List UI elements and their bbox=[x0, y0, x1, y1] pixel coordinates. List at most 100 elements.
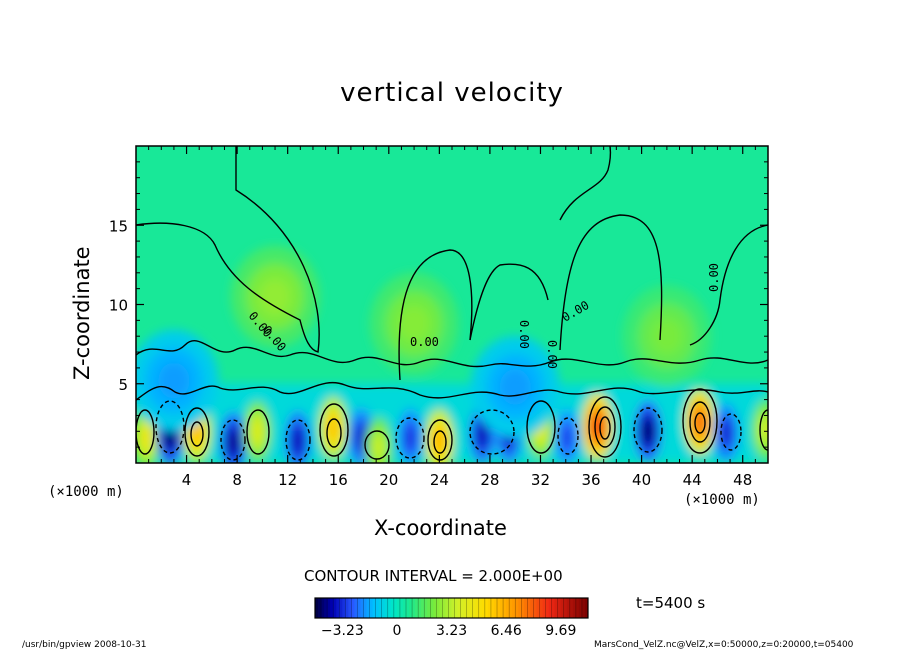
field-cell bbox=[721, 422, 731, 444]
colorbar-segment bbox=[357, 598, 361, 618]
contour-line bbox=[246, 409, 270, 455]
colorbar: −3.23 0 3.23 6.46 9.69 bbox=[314, 597, 589, 639]
colorbar-segment bbox=[433, 598, 437, 618]
time-label: t=5400 s bbox=[636, 594, 706, 612]
field-cell bbox=[405, 427, 415, 448]
contour-line bbox=[364, 430, 390, 460]
colorbar-segment bbox=[427, 598, 431, 618]
x-axis-label: X-coordinate bbox=[374, 516, 507, 540]
colorbar-segment bbox=[351, 598, 355, 618]
colorbar-segment bbox=[330, 598, 334, 618]
colorbar-tick-label: 9.69 bbox=[545, 623, 576, 639]
contour-line bbox=[395, 417, 425, 459]
colorbar-segment bbox=[548, 598, 552, 618]
x-tick-label: 4 bbox=[182, 471, 192, 489]
colorbar-segment bbox=[360, 598, 364, 618]
colorbar-segment bbox=[390, 598, 395, 618]
contour-lines bbox=[136, 146, 768, 461]
colorbar-segment bbox=[539, 598, 543, 618]
colorbar-segment bbox=[378, 598, 383, 618]
colorbar-segment bbox=[484, 598, 489, 618]
colorbar-segment bbox=[466, 598, 471, 618]
contour-line bbox=[559, 146, 612, 221]
colorbar-segment bbox=[315, 598, 319, 618]
colorbar-segment bbox=[566, 598, 571, 618]
colorbar-segment bbox=[393, 598, 398, 618]
contour-line bbox=[190, 421, 204, 447]
colorbar-segment bbox=[406, 598, 410, 618]
colorbar-segment bbox=[481, 598, 486, 618]
colorbar-segment bbox=[381, 598, 386, 618]
x-tick-label: 12 bbox=[278, 471, 297, 489]
colorbar-segment bbox=[445, 598, 449, 618]
contour-line bbox=[689, 401, 711, 443]
contour-line bbox=[720, 413, 742, 451]
colorbar-segment bbox=[421, 598, 425, 618]
colorbar-segment bbox=[336, 598, 340, 618]
colorbar-segment bbox=[575, 598, 580, 618]
colorbar-segment bbox=[399, 598, 404, 618]
colorbar-segment bbox=[366, 598, 370, 618]
field-cell bbox=[328, 417, 339, 440]
field-cell bbox=[434, 429, 445, 452]
colorbar-tick-label: −3.23 bbox=[321, 623, 364, 639]
y-tick-label: 5 bbox=[118, 376, 128, 394]
chart-title: vertical velocity bbox=[340, 78, 564, 108]
contour-line bbox=[433, 430, 447, 454]
field-cell bbox=[158, 362, 190, 399]
contour-label: 0.00 bbox=[707, 263, 721, 292]
colorbar-segment bbox=[463, 598, 468, 618]
colorbar-segment bbox=[396, 598, 401, 618]
field-cell bbox=[259, 278, 291, 315]
colorbar-segment bbox=[530, 598, 534, 618]
colorbar-segment bbox=[415, 598, 419, 618]
contour-line bbox=[694, 412, 706, 434]
colorbar-segment bbox=[457, 598, 461, 618]
y-axis-label: Z-coordinate bbox=[70, 246, 94, 380]
field-cell bbox=[293, 430, 303, 452]
colorbar-segment bbox=[581, 598, 586, 618]
colorbar-segment bbox=[439, 598, 443, 618]
colorbar-segment bbox=[563, 598, 568, 618]
contour-line bbox=[759, 409, 768, 451]
colorbar-segment bbox=[533, 598, 537, 618]
contour-line bbox=[689, 224, 768, 346]
footer-right: MarsCond_VelZ.nc@VelZ,x=0:50000,z=0:2000… bbox=[594, 640, 854, 650]
colorbar-segment bbox=[409, 598, 413, 618]
field-cell bbox=[643, 420, 653, 442]
colorbar-segment bbox=[490, 598, 495, 618]
field-cell bbox=[398, 305, 430, 342]
contour-line bbox=[326, 418, 342, 448]
colorbar-segment bbox=[521, 598, 525, 618]
colorbar-segment bbox=[545, 598, 549, 618]
x-unit-left: (×1000 m) bbox=[48, 484, 124, 500]
colorbar-segment bbox=[363, 598, 367, 618]
colorbar-tick-label: 0 bbox=[393, 623, 402, 639]
colorbar-segment bbox=[557, 598, 562, 618]
colorbar-segment bbox=[369, 598, 374, 618]
colorbar-segment bbox=[342, 598, 346, 618]
contour-line bbox=[469, 263, 549, 341]
x-unit-right: (×1000 m) bbox=[684, 492, 760, 508]
colorbar-segment bbox=[454, 598, 458, 618]
colorbar-tick-label: 3.23 bbox=[436, 623, 467, 639]
colorbar-segment bbox=[412, 598, 416, 618]
colorbar-segment bbox=[451, 598, 455, 618]
contour-line bbox=[599, 416, 611, 440]
field-cell bbox=[228, 431, 239, 453]
contour-line bbox=[136, 409, 155, 455]
colorbar-segment bbox=[542, 598, 546, 618]
colorbar-segment bbox=[493, 598, 498, 618]
colorbar-segment bbox=[348, 598, 352, 618]
contour-line bbox=[633, 407, 663, 453]
footer-left: /usr/bin/gpview 2008-10-31 bbox=[22, 640, 147, 650]
colorbar-segment bbox=[321, 598, 325, 618]
contour-line bbox=[136, 146, 320, 353]
x-tick-label: 48 bbox=[733, 471, 752, 489]
contour-line bbox=[319, 403, 349, 457]
contour-line bbox=[682, 388, 718, 454]
colorbar-segment bbox=[572, 598, 577, 618]
field-cell bbox=[477, 423, 487, 445]
colorbar-segment bbox=[506, 598, 510, 618]
colorbar-segment bbox=[324, 598, 328, 618]
